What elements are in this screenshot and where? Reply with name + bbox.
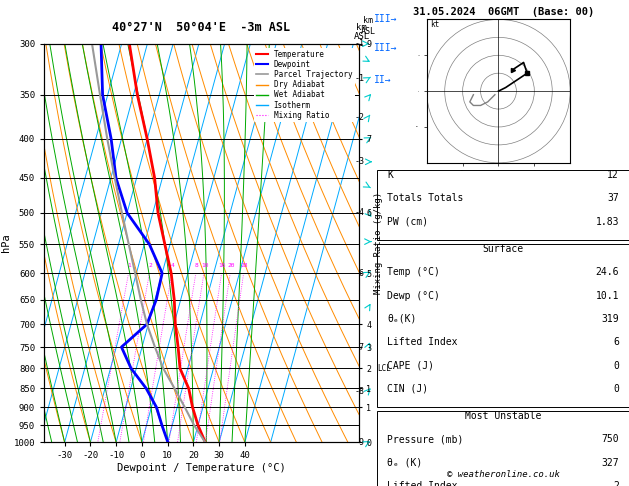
Text: 750: 750: [601, 434, 619, 445]
Text: -4: -4: [354, 208, 364, 217]
Text: km: km: [356, 22, 367, 32]
Text: 0: 0: [613, 384, 619, 394]
Text: kt: kt: [430, 19, 440, 29]
Text: 37: 37: [607, 193, 619, 204]
Text: CAPE (J): CAPE (J): [387, 361, 435, 371]
Text: θₑ (K): θₑ (K): [387, 458, 423, 468]
Text: CIN (J): CIN (J): [387, 384, 428, 394]
Text: ASL: ASL: [353, 32, 370, 41]
Text: 16: 16: [219, 262, 226, 268]
Text: 10.1: 10.1: [596, 291, 619, 301]
Text: III→: III→: [374, 15, 398, 24]
Text: θₑ(K): θₑ(K): [387, 314, 417, 324]
Text: Lifted Index: Lifted Index: [387, 337, 458, 347]
Legend: Temperature, Dewpoint, Parcel Trajectory, Dry Adiabat, Wet Adiabat, Isotherm, Mi: Temperature, Dewpoint, Parcel Trajectory…: [254, 48, 355, 122]
Bar: [377, 170, 629, 240]
Text: Temp (°C): Temp (°C): [387, 267, 440, 278]
Text: III→: III→: [374, 43, 398, 52]
Text: PW (cm): PW (cm): [387, 217, 428, 227]
Y-axis label: Mixing Ratio (g/kg): Mixing Ratio (g/kg): [374, 192, 383, 294]
Text: 2: 2: [148, 262, 152, 268]
Text: 28: 28: [241, 262, 248, 268]
Text: 8: 8: [195, 262, 199, 268]
Text: 4: 4: [171, 262, 175, 268]
Text: K: K: [387, 170, 393, 180]
Text: 319: 319: [601, 314, 619, 324]
Text: Dewp (°C): Dewp (°C): [387, 291, 440, 301]
Text: km
ASL: km ASL: [360, 17, 376, 36]
Bar: [377, 411, 629, 486]
Text: -2: -2: [354, 113, 364, 122]
Text: -9: -9: [354, 438, 364, 447]
Bar: [377, 244, 629, 407]
Text: 24.6: 24.6: [596, 267, 619, 278]
Text: Totals Totals: Totals Totals: [387, 193, 464, 204]
Text: 327: 327: [601, 458, 619, 468]
X-axis label: Dewpoint / Temperature (°C): Dewpoint / Temperature (°C): [117, 463, 286, 473]
Text: 1.83: 1.83: [596, 217, 619, 227]
Text: 40°27'N  50°04'E  -3m ASL: 40°27'N 50°04'E -3m ASL: [112, 21, 291, 34]
Text: -7: -7: [354, 343, 364, 351]
Text: 10: 10: [201, 262, 209, 268]
Text: 6: 6: [613, 337, 619, 347]
Text: 2: 2: [613, 481, 619, 486]
Text: -1: -1: [354, 39, 364, 48]
Text: 1: 1: [128, 262, 131, 268]
Text: Most Unstable: Most Unstable: [465, 411, 542, 421]
Text: © weatheronline.co.uk: © weatheronline.co.uk: [447, 469, 560, 479]
Text: Pressure (mb): Pressure (mb): [387, 434, 464, 445]
Text: Lifted Index: Lifted Index: [387, 481, 458, 486]
Text: -3: -3: [354, 157, 364, 166]
Text: II→: II→: [374, 75, 392, 85]
Y-axis label: hPa: hPa: [1, 234, 11, 252]
Text: 0: 0: [613, 361, 619, 371]
Text: -8: -8: [354, 387, 364, 396]
Text: Surface: Surface: [482, 244, 524, 254]
Text: 31.05.2024  06GMT  (Base: 00): 31.05.2024 06GMT (Base: 00): [413, 7, 594, 17]
Text: 20: 20: [227, 262, 235, 268]
Text: -1: -1: [354, 74, 364, 83]
Text: -6: -6: [354, 269, 364, 278]
Text: 12: 12: [607, 170, 619, 180]
Text: LCL: LCL: [377, 364, 391, 373]
